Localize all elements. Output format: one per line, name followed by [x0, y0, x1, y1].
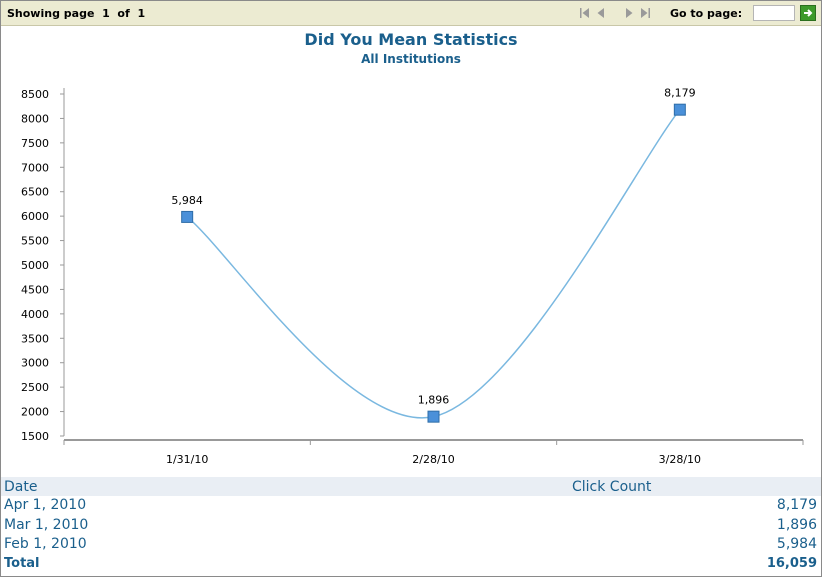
table-row: Feb 1, 2010 5,984 [1, 535, 821, 555]
total-value: 16,059 [766, 555, 817, 571]
y-tick-label: 8500 [21, 88, 49, 101]
row-date: Apr 1, 2010 [4, 497, 87, 513]
y-tick-label: 5500 [21, 235, 49, 248]
y-tick-label: 8000 [21, 112, 49, 125]
total-pages: 1 [137, 7, 146, 20]
total-label: Total [4, 555, 40, 571]
series-line [186, 109, 681, 419]
y-tick-label: 7000 [21, 161, 49, 174]
row-date: Feb 1, 2010 [4, 536, 87, 552]
table-header: Date Click Count [1, 477, 821, 496]
chart-title: Did You Mean Statistics [304, 30, 518, 49]
go-arrow-icon[interactable] [800, 5, 816, 21]
data-table: Date Click Count Apr 1, 2010 8,179 Mar 1… [1, 477, 821, 573]
row-date: Mar 1, 2010 [4, 516, 89, 533]
data-point [427, 410, 440, 423]
row-count: 5,984 [776, 536, 817, 552]
y-tick-label: 4500 [21, 283, 49, 296]
data-label: 1,896 [418, 394, 450, 407]
line-chart: 1500 2000 2500 3000 3500 4000 4500 5000 5500 6000… [21, 87, 804, 466]
click-count-column-header[interactable]: Click Count [572, 479, 652, 495]
data-point [673, 103, 686, 116]
y-tick-label: 2500 [21, 381, 49, 394]
x-tick-label: 3/28/10 [659, 453, 701, 466]
x-tick-label: 1/31/10 [166, 453, 208, 466]
y-tick-label: 7500 [21, 137, 49, 150]
y-tick-label: 1500 [21, 430, 49, 443]
y-tick-label: 2000 [21, 406, 49, 419]
current-page: 1 [102, 7, 110, 20]
date-column-header[interactable]: Date [4, 479, 38, 495]
chart-subtitle: All Institutions [361, 52, 461, 66]
y-tick-label: 3000 [21, 357, 49, 370]
data-label: 5,984 [171, 194, 203, 207]
table-total-row: Total 16,059 [1, 555, 821, 573]
row-count: 1,896 [776, 516, 817, 533]
y-tick-label: 6000 [21, 210, 49, 223]
y-tick-label: 6500 [21, 186, 49, 199]
goto-page-input[interactable] [753, 5, 795, 21]
goto-page-label: Go to page: [670, 7, 743, 20]
data-label: 8,179 [664, 87, 696, 100]
showing-label: Showing page [7, 7, 95, 20]
data-point [181, 210, 194, 223]
pager-bar: Showing page 1 of 1 Go to page: [1, 1, 821, 26]
y-tick-label: 5000 [21, 259, 49, 272]
table-row: Apr 1, 2010 8,179 [1, 496, 821, 516]
page-status: Showing page 1 of 1 [7, 7, 145, 20]
y-tick-label: 4000 [21, 308, 49, 321]
last-page-icon[interactable] [639, 6, 651, 20]
of-label: of [117, 7, 130, 20]
x-tick-label: 2/28/10 [412, 453, 454, 466]
next-page-icon[interactable] [623, 6, 635, 20]
y-tick-label: 3500 [21, 332, 49, 345]
table-row: Mar 1, 2010 1,896 [1, 516, 821, 536]
previous-page-icon[interactable] [595, 6, 607, 20]
row-count: 8,179 [776, 497, 817, 513]
first-page-icon[interactable] [579, 6, 591, 20]
